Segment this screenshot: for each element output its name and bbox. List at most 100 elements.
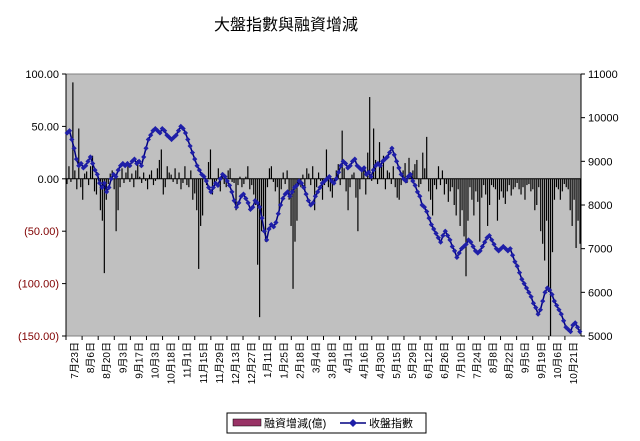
bar	[192, 178, 194, 200]
index-marker	[526, 289, 532, 295]
index-marker	[92, 167, 98, 173]
bar	[445, 178, 447, 185]
bar	[404, 163, 406, 179]
bar	[262, 178, 265, 217]
index-marker	[530, 300, 537, 306]
bar	[255, 178, 257, 205]
index-marker	[310, 200, 316, 206]
bar	[359, 178, 361, 190]
index-marker	[301, 184, 307, 191]
x-tick-label: 10月21日	[568, 342, 580, 384]
bar	[451, 178, 453, 188]
index-marker	[233, 204, 240, 210]
index-marker	[120, 160, 126, 167]
bar	[241, 178, 243, 188]
bar	[563, 178, 565, 185]
bar	[91, 155, 94, 179]
bar	[465, 178, 467, 277]
index-marker	[273, 219, 279, 226]
index-marker	[431, 226, 437, 232]
bar	[453, 178, 455, 205]
index-marker	[85, 158, 91, 164]
bar	[473, 178, 475, 216]
bar	[198, 178, 200, 269]
bar	[276, 178, 278, 188]
index-marker	[461, 243, 467, 250]
index-marker	[335, 169, 342, 175]
bar	[306, 168, 308, 179]
left-tick-label: 100.00	[25, 69, 59, 81]
index-marker	[275, 211, 281, 217]
bar	[168, 172, 170, 179]
index-marker	[303, 191, 309, 197]
index-marker	[115, 167, 121, 173]
bar	[251, 178, 253, 186]
bar	[351, 174, 353, 179]
index-marker	[574, 324, 581, 330]
x-tick-label: 8月6日	[85, 342, 97, 373]
bar	[479, 178, 481, 242]
bar	[243, 178, 245, 185]
bar	[266, 178, 269, 188]
right-tick-label: 8000	[588, 200, 612, 212]
bar	[209, 149, 212, 179]
index-marker	[447, 237, 453, 243]
index-marker	[110, 171, 117, 178]
index-marker	[496, 248, 502, 254]
line-series	[64, 123, 583, 335]
bar	[186, 178, 188, 186]
bar	[200, 178, 202, 226]
bar	[483, 178, 485, 186]
index-marker	[561, 318, 567, 324]
bar	[148, 174, 151, 179]
index-marker	[440, 232, 446, 239]
bar	[506, 178, 508, 192]
bar	[196, 178, 198, 211]
x-tick-label: 9月5日	[520, 342, 532, 373]
bar	[575, 178, 577, 248]
legend: 融資增減(億) 收盤指數	[226, 412, 427, 434]
bar	[99, 178, 101, 211]
index-marker	[477, 248, 483, 254]
bar	[117, 178, 119, 211]
bar	[166, 166, 168, 179]
index-marker	[498, 246, 504, 252]
index-marker	[259, 215, 265, 221]
bar	[141, 178, 143, 183]
index-marker	[317, 184, 323, 191]
index-marker	[521, 281, 527, 287]
bar	[145, 178, 147, 181]
index-marker	[486, 232, 492, 239]
bar	[469, 178, 471, 188]
bar	[259, 178, 261, 318]
index-marker	[398, 171, 404, 178]
bar	[544, 178, 546, 261]
bar	[547, 178, 550, 292]
right-tick-label: 11000	[588, 69, 618, 81]
bar	[89, 166, 92, 179]
bar	[524, 178, 526, 200]
index-marker	[106, 184, 112, 191]
index-marker	[201, 174, 207, 180]
index-marker	[535, 311, 541, 317]
bar	[437, 166, 440, 179]
index-marker	[268, 222, 274, 228]
bar	[396, 178, 398, 198]
bar	[268, 168, 271, 179]
index-marker	[331, 180, 337, 186]
bar	[443, 178, 445, 195]
index-marker	[542, 289, 548, 295]
x-tick-label: 11月15日	[198, 342, 210, 384]
bar	[492, 178, 495, 188]
index-marker	[456, 250, 462, 256]
index-marker	[254, 200, 260, 206]
index-marker	[326, 174, 332, 180]
index-marker	[442, 228, 448, 234]
bar	[341, 130, 343, 179]
bar	[292, 178, 294, 289]
bar	[296, 178, 298, 221]
index-marker	[208, 189, 214, 195]
x-tick-label: 5月15日	[391, 342, 403, 379]
bar	[461, 178, 463, 211]
bar	[459, 178, 461, 226]
